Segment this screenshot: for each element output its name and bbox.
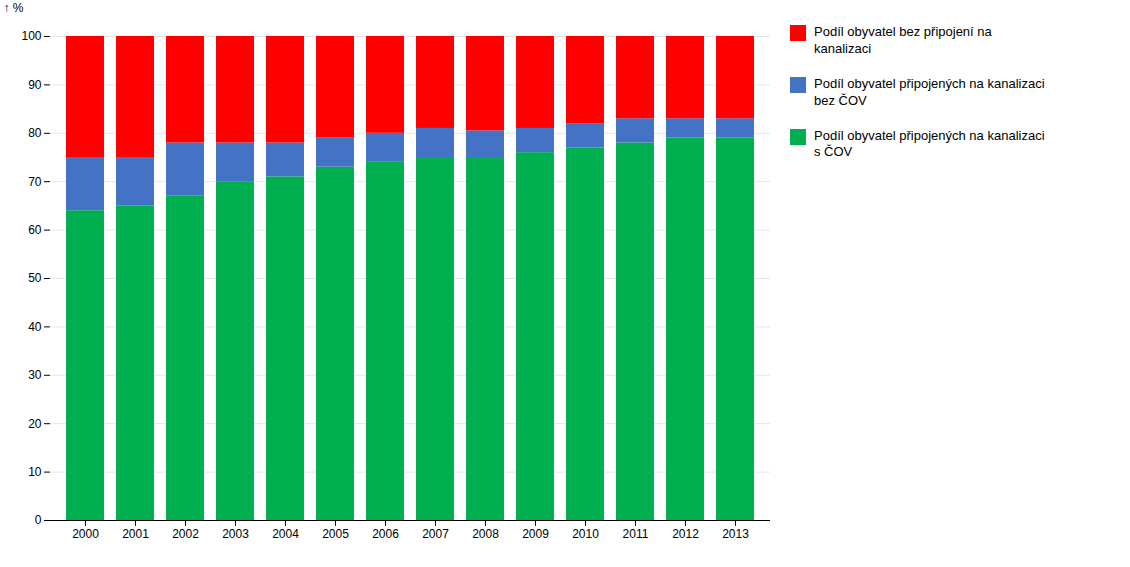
svg-text:2009: 2009 bbox=[522, 527, 549, 541]
svg-text:2004: 2004 bbox=[272, 527, 299, 541]
svg-text:2013: 2013 bbox=[722, 527, 749, 541]
html-text:Podíl obyvatel bez připojení n: Podíl obyvatel bez připojení na kanaliza… bbox=[814, 24, 992, 56]
svg-text:2002: 2002 bbox=[172, 527, 199, 541]
svg-text:10: 10 bbox=[28, 465, 42, 479]
svg-text:2001: 2001 bbox=[122, 527, 149, 541]
svg-text:0: 0 bbox=[35, 513, 42, 527]
svg-text:2007: 2007 bbox=[422, 527, 449, 541]
svg-text:2006: 2006 bbox=[372, 527, 399, 541]
svg-text:↑ %: ↑ % bbox=[4, 1, 24, 15]
svg-text:40: 40 bbox=[28, 320, 42, 334]
html-text:Podíl obyvatel připojených na: Podíl obyvatel připojených na kanalizaci… bbox=[814, 75, 1045, 108]
svg-text:50: 50 bbox=[28, 271, 42, 285]
svg-text:2010: 2010 bbox=[572, 527, 599, 541]
svg-text:30: 30 bbox=[28, 368, 42, 382]
svg-text:80: 80 bbox=[28, 126, 42, 140]
svg-text:2008: 2008 bbox=[472, 527, 499, 541]
svg-text:90: 90 bbox=[28, 78, 42, 92]
svg-text:2012: 2012 bbox=[672, 527, 699, 541]
svg-text:60: 60 bbox=[28, 223, 42, 237]
svg-text:2003: 2003 bbox=[222, 527, 249, 541]
svg-text:2000: 2000 bbox=[72, 527, 99, 541]
svg-text:2011: 2011 bbox=[623, 527, 649, 541]
svg-text:2005: 2005 bbox=[322, 527, 349, 541]
svg-text:20: 20 bbox=[28, 417, 42, 431]
svg-text:70: 70 bbox=[28, 175, 42, 189]
svg-text:100: 100 bbox=[21, 29, 41, 43]
html-text:Podíl obyvatel připojených na: Podíl obyvatel připojených na kanalizaci… bbox=[814, 127, 1045, 160]
